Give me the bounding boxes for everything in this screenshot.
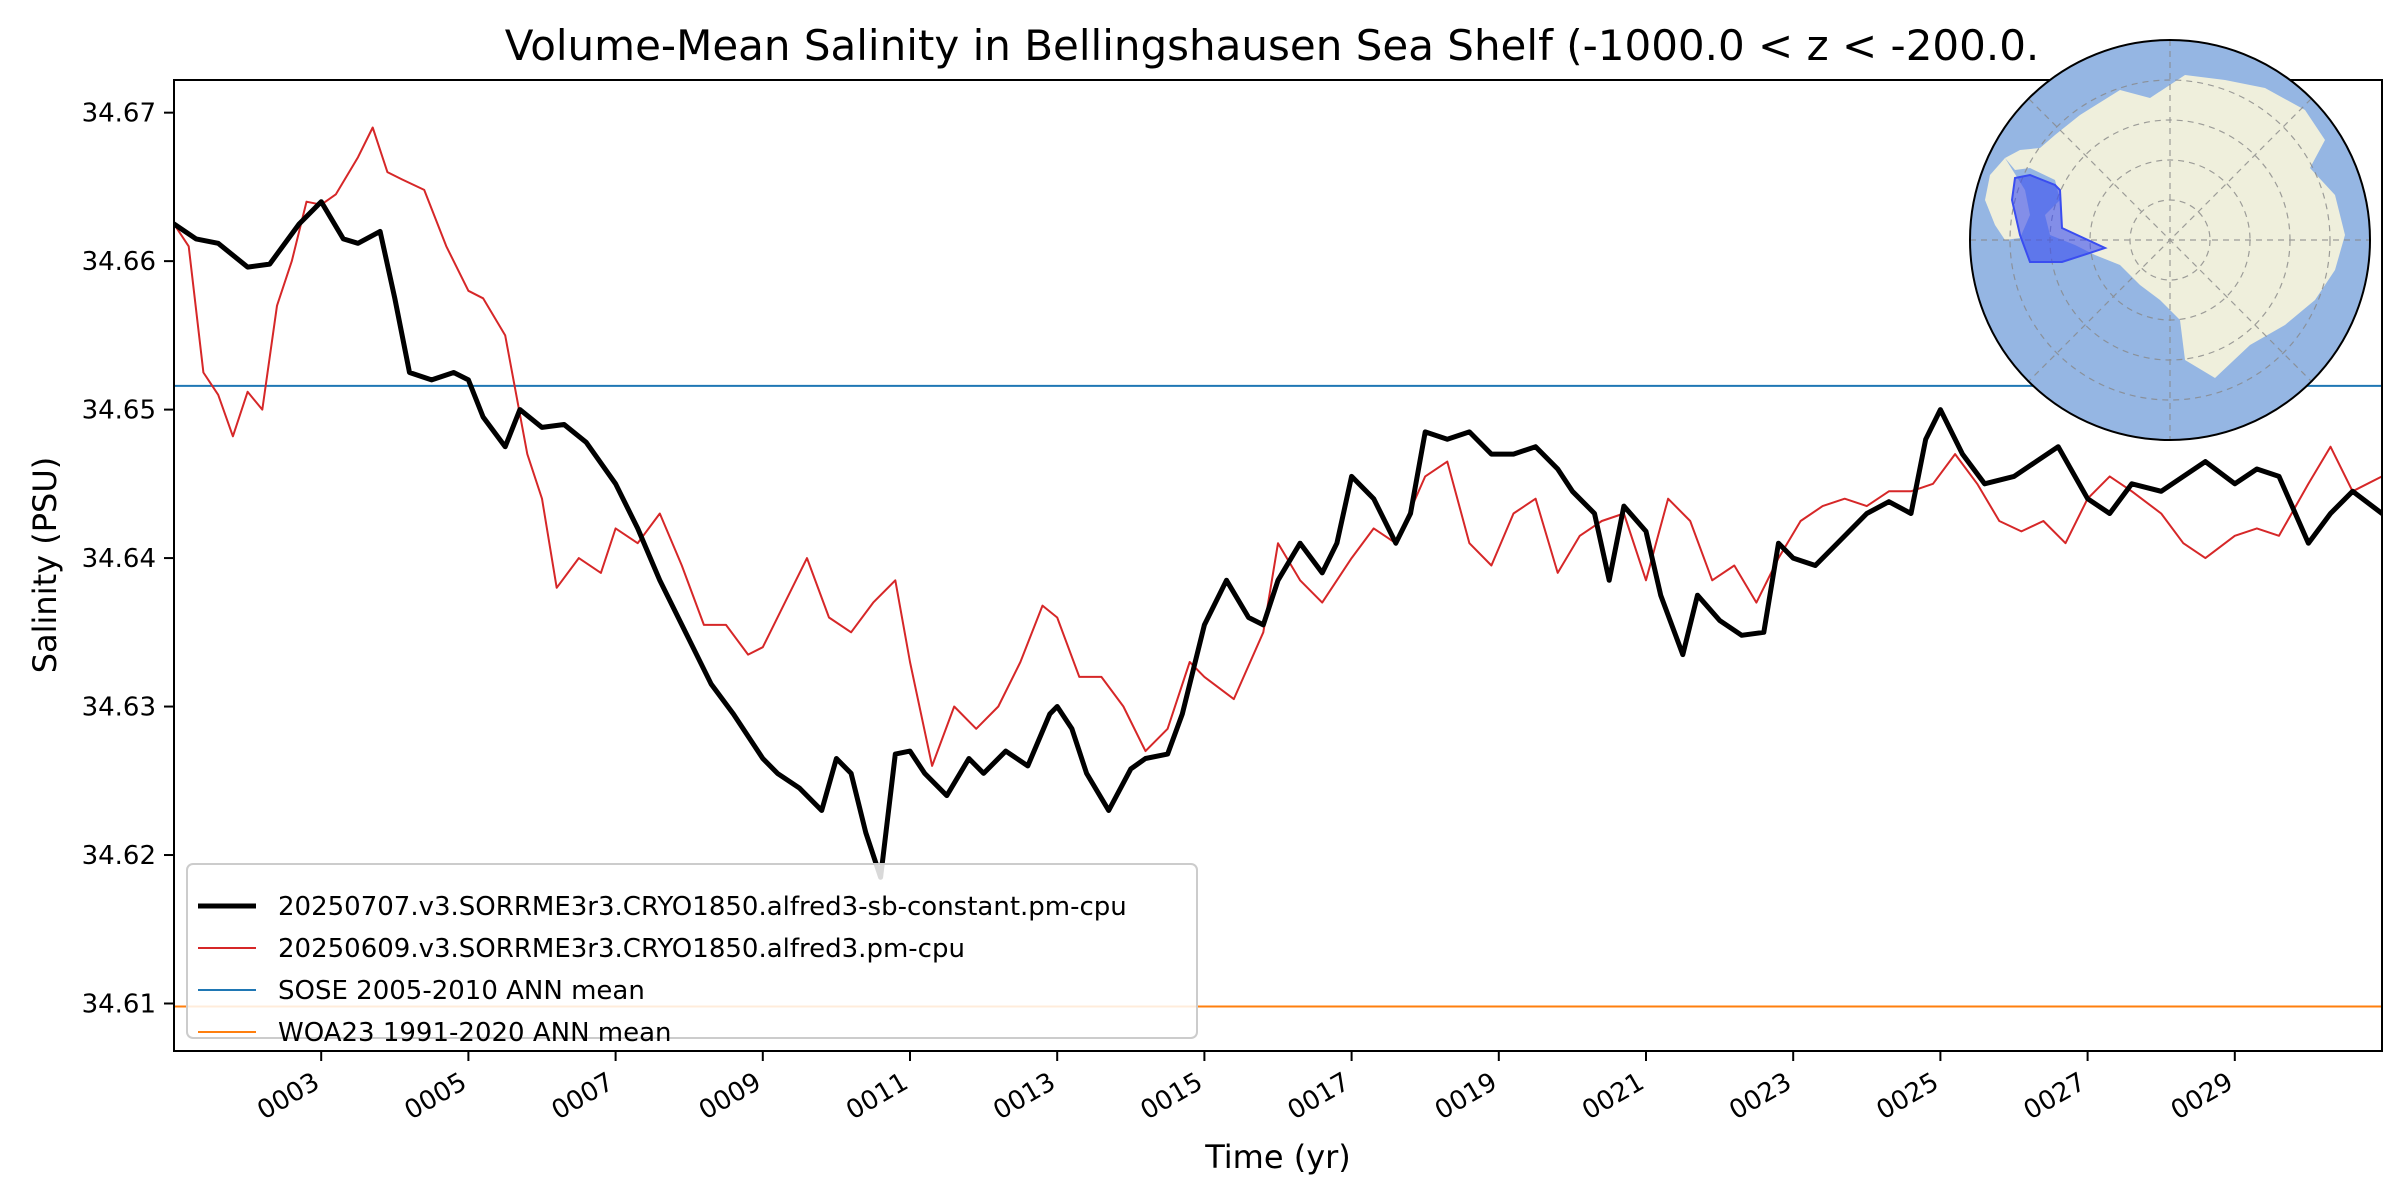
y-tick-label: 34.65 (82, 396, 156, 426)
legend-label: WOA23 1991-2020 ANN mean (278, 1018, 672, 1048)
y-tick-label: 34.66 (82, 247, 156, 277)
series-line-2 (174, 126, 2382, 767)
y-tick-label: 34.64 (82, 544, 156, 574)
legend-label: 20250609.v3.SORRME3r3.CRYO1850.alfred3.p… (278, 934, 965, 964)
x-axis-label: Time (yr) (1204, 1138, 1351, 1176)
legend-label: 20250707.v3.SORRME3r3.CRYO1850.alfred3-s… (278, 892, 1127, 922)
chart-title: Volume-Mean Salinity in Bellingshausen S… (505, 21, 2040, 70)
inset-border (1969, 39, 2371, 441)
y-tick-label: 34.67 (82, 99, 156, 129)
y-tick-label: 34.62 (82, 841, 156, 871)
y-tick-label: 34.63 (82, 693, 156, 723)
plot-frame (173, 79, 2383, 1052)
legend: 20250707.v3.SORRME3r3.CRYO1850.alfred3-s… (186, 863, 1198, 1048)
legend-label: SOSE 2005-2010 ANN mean (278, 976, 645, 1006)
inset-south-polar-map (1969, 39, 2371, 441)
series-line-1 (174, 199, 2382, 880)
legend-box (186, 863, 1198, 1039)
y-axis-label: Salinity (PSU) (26, 457, 64, 674)
y-axis-ticks: 34.61 34.62 34.63 34.64 34.65 34.66 34.67 (82, 99, 174, 1019)
inset-bellingshausen-region (2010, 173, 2108, 263)
y-tick-label: 34.61 (82, 989, 156, 1019)
inset-gridlines (1970, 40, 2370, 440)
